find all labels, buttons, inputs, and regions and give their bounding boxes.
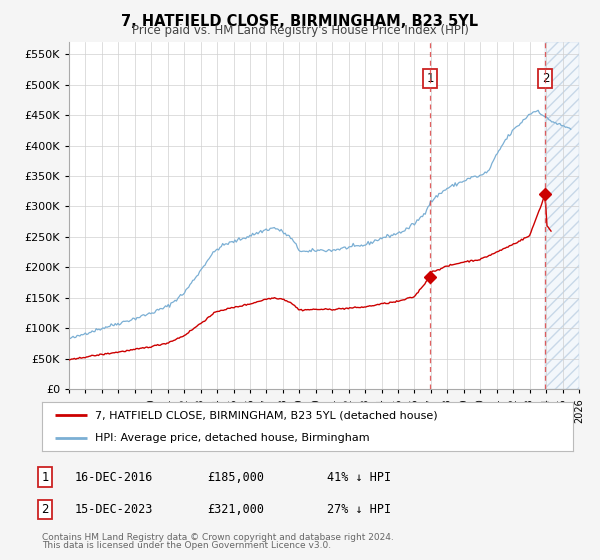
Text: 7, HATFIELD CLOSE, BIRMINGHAM, B23 5YL (detached house): 7, HATFIELD CLOSE, BIRMINGHAM, B23 5YL (… — [95, 410, 438, 421]
Text: This data is licensed under the Open Government Licence v3.0.: This data is licensed under the Open Gov… — [42, 541, 331, 550]
Text: £185,000: £185,000 — [207, 470, 264, 484]
Text: £321,000: £321,000 — [207, 503, 264, 516]
Text: Price paid vs. HM Land Registry's House Price Index (HPI): Price paid vs. HM Land Registry's House … — [131, 24, 469, 36]
Text: 16-DEC-2016: 16-DEC-2016 — [75, 470, 154, 484]
Text: Contains HM Land Registry data © Crown copyright and database right 2024.: Contains HM Land Registry data © Crown c… — [42, 533, 394, 542]
Text: 1: 1 — [41, 470, 49, 484]
Text: 2: 2 — [41, 503, 49, 516]
Text: 41% ↓ HPI: 41% ↓ HPI — [327, 470, 391, 484]
Text: 7, HATFIELD CLOSE, BIRMINGHAM, B23 5YL: 7, HATFIELD CLOSE, BIRMINGHAM, B23 5YL — [121, 14, 479, 29]
Text: 1: 1 — [427, 72, 434, 85]
Text: 15-DEC-2023: 15-DEC-2023 — [75, 503, 154, 516]
Text: HPI: Average price, detached house, Birmingham: HPI: Average price, detached house, Birm… — [95, 433, 370, 444]
Text: 27% ↓ HPI: 27% ↓ HPI — [327, 503, 391, 516]
Text: 2: 2 — [542, 72, 549, 85]
